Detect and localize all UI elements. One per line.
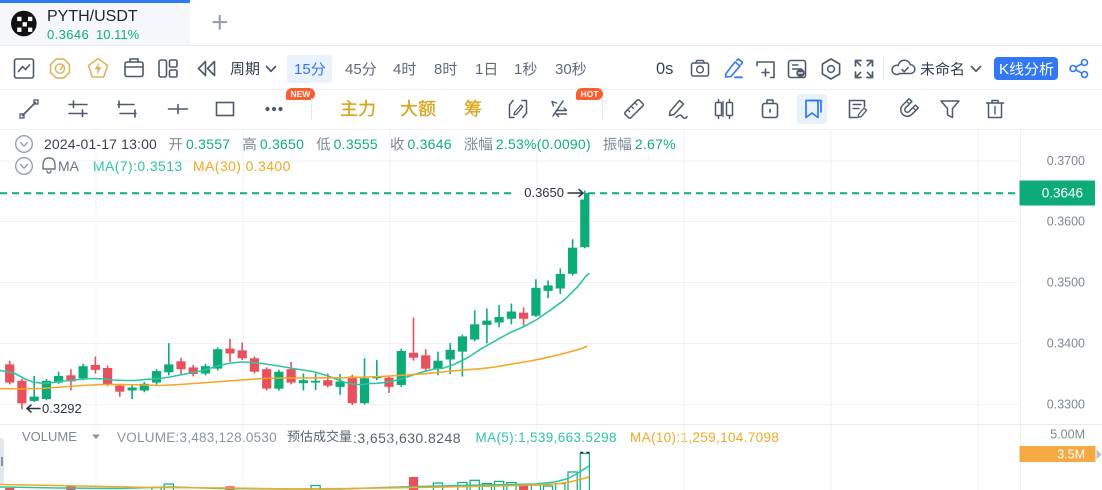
svg-text:5.00M: 5.00M: [1050, 428, 1085, 442]
svg-text:0.3650: 0.3650: [524, 185, 564, 200]
svg-text:0.3292: 0.3292: [42, 401, 82, 416]
svg-text:0.3646: 0.3646: [1042, 186, 1083, 201]
svg-text:0.3400: 0.3400: [1047, 337, 1085, 351]
svg-text:0.3700: 0.3700: [1047, 154, 1085, 168]
svg-text:0.3500: 0.3500: [1047, 276, 1085, 290]
svg-text:0.3600: 0.3600: [1047, 215, 1085, 229]
svg-text:0.3300: 0.3300: [1047, 398, 1085, 412]
svg-text:3.5M: 3.5M: [1057, 448, 1085, 462]
